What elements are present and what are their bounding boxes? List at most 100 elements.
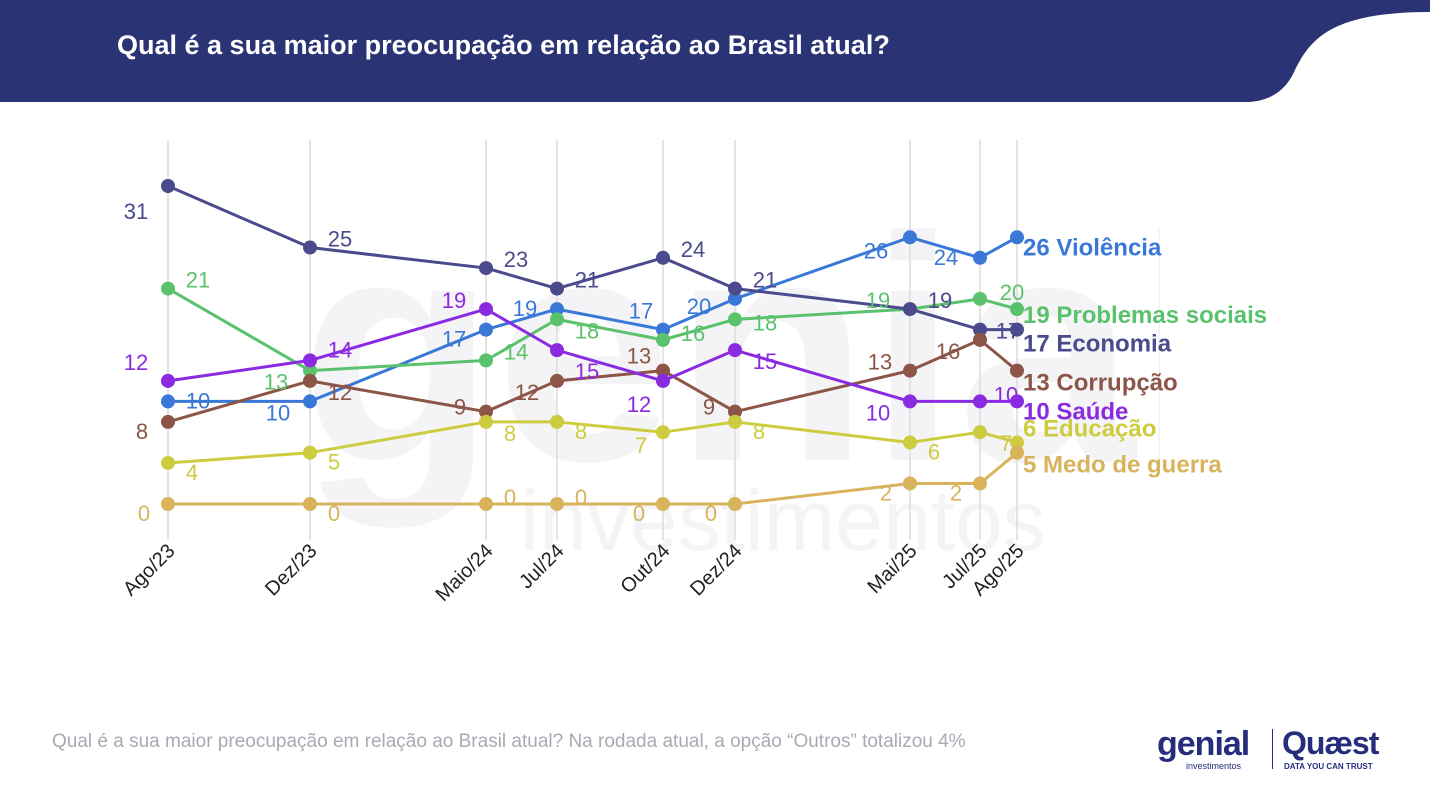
data-point <box>656 497 670 511</box>
data-point <box>303 373 317 388</box>
data-label: 19 <box>928 288 952 313</box>
data-label: 8 <box>504 421 516 446</box>
data-label: 8 <box>575 419 587 444</box>
quaest-logo: Quæst <box>1282 725 1379 761</box>
data-point <box>479 302 493 317</box>
data-point <box>973 322 987 337</box>
data-point <box>656 373 670 388</box>
data-point <box>656 363 670 378</box>
page-title: Qual é a sua maior preocupação em relaçã… <box>117 30 890 60</box>
data-point <box>550 302 564 317</box>
end-label: 5 Medo de guerra <box>1023 452 1222 479</box>
data-label: 17 <box>996 319 1020 344</box>
data-label: 6 <box>928 439 940 464</box>
data-label: 17 <box>442 327 466 352</box>
data-point <box>303 353 317 368</box>
data-label: 13 <box>868 350 892 375</box>
end-label: 17 Economia <box>1023 331 1172 358</box>
data-point <box>479 497 493 511</box>
data-point <box>903 230 917 245</box>
data-point <box>161 497 175 511</box>
x-tick-label: Ago/23 <box>119 540 179 600</box>
data-point <box>903 394 917 409</box>
header-shape <box>0 0 1430 102</box>
data-point <box>303 445 317 460</box>
data-label: 10 <box>266 400 290 425</box>
data-label: 16 <box>936 339 960 364</box>
data-point <box>973 250 987 265</box>
x-tick-label: Dez/23 <box>261 540 321 600</box>
data-label: 8 <box>753 419 765 444</box>
data-point <box>903 363 917 378</box>
series-lines <box>167 184 1018 506</box>
data-label: 14 <box>504 339 528 364</box>
data-label: 9 <box>454 395 466 420</box>
data-point <box>1010 394 1024 409</box>
data-point <box>1010 445 1024 460</box>
data-point <box>973 291 987 306</box>
series-points <box>161 179 1024 511</box>
data-point <box>303 394 317 409</box>
data-point <box>550 312 564 327</box>
data-point <box>728 291 742 306</box>
data-point <box>479 353 493 368</box>
data-point <box>550 343 564 358</box>
x-tick-label: Jul/24 <box>515 540 568 593</box>
data-label: 5 <box>328 450 340 475</box>
end-label: 6 Educação <box>1023 415 1156 442</box>
data-label: 0 <box>705 501 717 526</box>
data-point <box>903 476 917 491</box>
series-line <box>167 420 1018 465</box>
data-point <box>550 414 564 429</box>
x-tick-label: Dez/24 <box>686 540 746 600</box>
x-tick-label: Out/24 <box>617 540 675 598</box>
data-point <box>973 476 987 491</box>
data-label: 0 <box>575 485 587 510</box>
data-point <box>161 455 175 470</box>
data-point <box>550 373 564 388</box>
data-label: 13 <box>264 370 288 395</box>
data-point <box>728 497 742 511</box>
data-label: 31 <box>124 199 148 224</box>
logo-separator <box>1272 729 1273 769</box>
data-label: 18 <box>753 310 777 335</box>
data-label: 21 <box>186 268 210 293</box>
data-point <box>973 425 987 440</box>
data-point <box>903 435 917 450</box>
data-point <box>728 312 742 327</box>
data-label: 18 <box>575 318 599 343</box>
data-point <box>161 414 175 429</box>
data-point <box>161 394 175 409</box>
data-point <box>479 261 493 276</box>
data-label: 10 <box>866 400 890 425</box>
data-point <box>161 179 175 193</box>
header-banner: Qual é a sua maior preocupação em relaçã… <box>0 0 1430 102</box>
data-label: 0 <box>138 501 150 526</box>
x-tick-label: Maio/24 <box>432 540 498 606</box>
data-label: 19 <box>866 288 890 313</box>
data-label: 7 <box>1000 431 1012 456</box>
x-tick-label: Mai/25 <box>864 540 922 598</box>
quaest-logo-sub: DATA YOU CAN TRUST <box>1284 762 1373 771</box>
end-label: 10 Saúde <box>1023 398 1128 425</box>
data-point <box>728 404 742 419</box>
genial-logo: genial <box>1157 725 1250 763</box>
data-label: 10 <box>994 382 1018 407</box>
data-label: 15 <box>753 349 777 374</box>
data-label: 17 <box>629 299 653 324</box>
data-point <box>656 322 670 337</box>
footnote: Qual é a sua maior preocupação em relaçã… <box>52 731 966 752</box>
end-label: 13 Corrupção <box>1023 370 1178 397</box>
data-point <box>656 425 670 440</box>
data-label: 0 <box>633 501 645 526</box>
data-label: 2 <box>950 480 962 505</box>
data-point <box>728 343 742 358</box>
data-label: 15 <box>575 359 599 384</box>
data-label: 26 <box>864 238 888 263</box>
data-label: 12 <box>627 392 651 417</box>
data-point <box>479 404 493 419</box>
data-point <box>479 414 493 429</box>
